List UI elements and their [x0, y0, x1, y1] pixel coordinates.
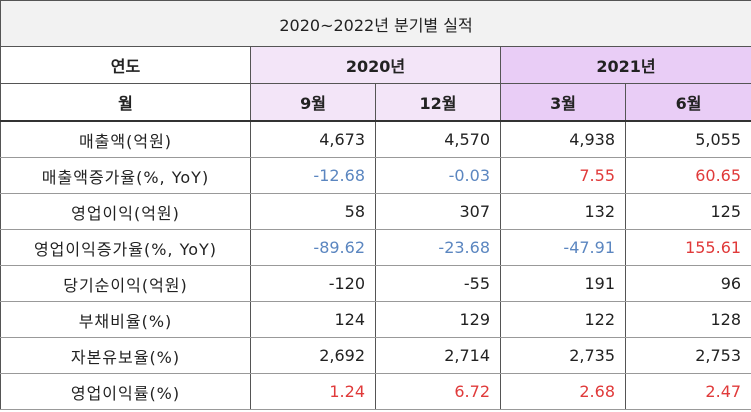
row-label: 영업이익(억원) — [0, 193, 251, 230]
month-header: 12월 — [375, 83, 501, 122]
value-cell: -23.68 — [375, 229, 501, 266]
value-cell: 4,570 — [375, 120, 501, 158]
row-label: 부채비율(%) — [0, 301, 251, 338]
value-cell: 2,735 — [500, 337, 626, 374]
value-cell: 122 — [500, 301, 626, 338]
data-row: 당기순이익(억원) -120 -55 191 96 — [0, 265, 751, 302]
value-cell: 2.47 — [624, 373, 751, 410]
row-label: 매출액증가율(%, YoY) — [0, 157, 251, 194]
table-title: 2020~2022년 분기별 실적 — [0, 0, 751, 47]
value-cell: 132 — [500, 193, 626, 230]
value-cell: 60.65 — [624, 157, 751, 194]
year-row: 연도 2020년 2021년 — [0, 46, 751, 84]
value-cell: -12.68 — [250, 157, 376, 194]
data-row: 영업이익(억원) 58 307 132 125 — [0, 193, 751, 230]
value-cell: 1.24 — [250, 373, 376, 410]
value-cell: 7.55 — [500, 157, 626, 194]
value-cell: 6.72 — [375, 373, 501, 410]
data-row: 영업이익률(%) 1.24 6.72 2.68 2.47 — [0, 373, 751, 410]
value-cell: -89.62 — [250, 229, 376, 266]
month-header: 9월 — [250, 83, 376, 122]
year-header: 2020년 — [250, 46, 501, 84]
data-row: 부채비율(%) 124 129 122 128 — [0, 301, 751, 338]
value-cell: 4,673 — [250, 120, 376, 158]
data-row: 영업이익증가율(%, YoY) -89.62 -23.68 -47.91 155.61 — [0, 229, 751, 266]
value-cell: 125 — [624, 193, 751, 230]
value-cell: 191 — [500, 265, 626, 302]
value-cell: -120 — [250, 265, 376, 302]
value-cell: 96 — [624, 265, 751, 302]
row-label: 영업이익률(%) — [0, 373, 251, 410]
data-row: 매출액증가율(%, YoY) -12.68 -0.03 7.55 60.65 — [0, 157, 751, 194]
value-cell: 124 — [250, 301, 376, 338]
value-cell: 155.61 — [624, 229, 751, 266]
value-cell: -55 — [375, 265, 501, 302]
row-label: 자본유보율(%) — [0, 337, 251, 374]
value-cell: 4,938 — [500, 120, 626, 158]
row-label: 영업이익증가율(%, YoY) — [0, 229, 251, 266]
month-label: 월 — [0, 83, 251, 122]
value-cell: 128 — [624, 301, 751, 338]
value-cell: 5,055 — [624, 120, 751, 158]
data-row: 매출액(억원) 4,673 4,570 4,938 5,055 — [0, 120, 751, 158]
month-row: 월 9월 12월 3월 6월 — [0, 83, 751, 122]
value-cell: 129 — [375, 301, 501, 338]
value-cell: 58 — [250, 193, 376, 230]
value-cell: 307 — [375, 193, 501, 230]
month-header: 6월 — [624, 83, 751, 122]
row-label: 연도 — [0, 46, 251, 84]
value-cell: -0.03 — [375, 157, 501, 194]
title-row: 2020~2022년 분기별 실적 — [0, 0, 751, 47]
data-row: 자본유보율(%) 2,692 2,714 2,735 2,753 — [0, 337, 751, 374]
value-cell: 2,692 — [250, 337, 376, 374]
value-cell: 2,753 — [624, 337, 751, 374]
year-header: 2021년 — [499, 46, 751, 84]
value-cell: 2,714 — [375, 337, 501, 374]
value-cell: -47.91 — [500, 229, 626, 266]
row-label: 당기순이익(억원) — [0, 265, 251, 302]
row-label: 매출액(억원) — [0, 120, 251, 158]
month-header: 3월 — [500, 83, 626, 122]
value-cell: 2.68 — [500, 373, 626, 410]
